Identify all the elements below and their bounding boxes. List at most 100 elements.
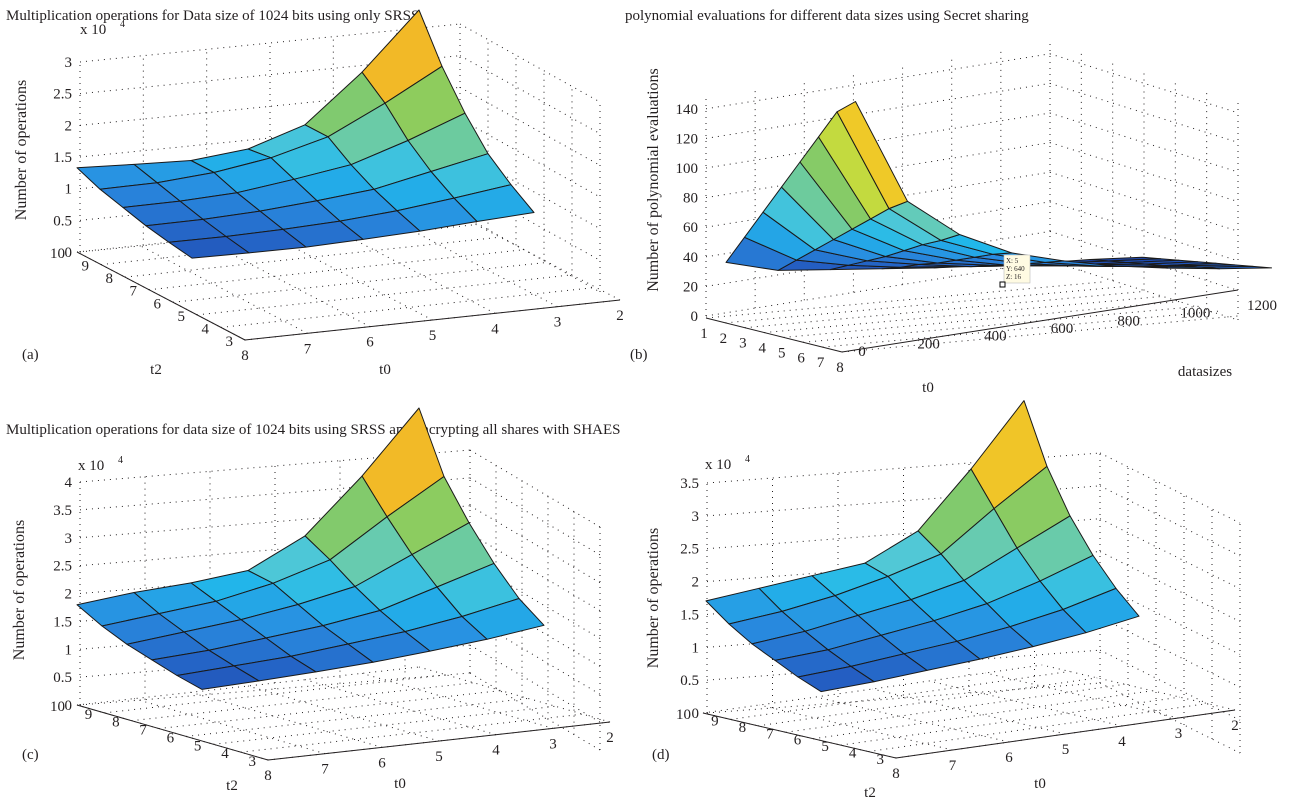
t0-tick-label: 2 <box>616 308 624 324</box>
grid-line <box>840 696 1180 746</box>
z-tick-label: 3.5 <box>53 503 72 519</box>
grid-line <box>785 683 1125 733</box>
t0-axis-line <box>244 299 621 341</box>
grid-line <box>186 697 529 737</box>
t2-tick-label: 10 <box>50 246 65 262</box>
t0-tick-label: 6 <box>797 350 805 366</box>
t2-tick-label: 8 <box>112 715 120 731</box>
y-axis-label: datasizes <box>1178 364 1232 380</box>
grid-line <box>744 291 1141 329</box>
grid-line <box>79 23 461 63</box>
chart-b-surface-patch-6-0 <box>836 101 908 210</box>
grid-line <box>1099 518 1241 590</box>
grid-line <box>1049 201 1239 262</box>
z-axis-label: Number of operations <box>13 80 30 220</box>
t0-tick-label: 4 <box>491 321 499 337</box>
grid-line <box>1099 649 1241 721</box>
grid-line <box>469 644 601 723</box>
y-axis-label: t2 <box>150 362 162 378</box>
grid-line <box>304 679 497 736</box>
datasizes-tick-label: 0 <box>858 344 866 360</box>
datasizes-tick-label: 200 <box>917 336 940 352</box>
chart-a-title: Multiplication operations for Data size … <box>6 8 420 24</box>
grid-line <box>1099 485 1241 557</box>
t2-tick-label: 6 <box>794 733 802 749</box>
t0-tick-label: 2 <box>1231 718 1239 734</box>
datatip-marker <box>999 281 1006 288</box>
z-tick-label: 1.5 <box>53 614 72 630</box>
datasizes-axis-line <box>841 289 1239 353</box>
t0-tick-label: 4 <box>759 341 767 357</box>
datasizes-tick-label: 600 <box>1051 321 1074 337</box>
t0-tick-label: 7 <box>304 341 312 357</box>
z-tick-label: 0.5 <box>53 213 72 229</box>
chart-a-surface-patch-4-0 <box>168 236 250 259</box>
panel-label-a: (a) <box>22 347 39 363</box>
z-tick-label: 1 <box>65 182 73 198</box>
grid-line <box>361 672 554 729</box>
x-axis-label: t0 <box>379 362 391 378</box>
grid-line <box>1099 452 1241 524</box>
datatip-box <box>1003 254 1031 284</box>
t2-tick-label: 6 <box>167 730 175 746</box>
grid-line <box>469 477 601 556</box>
z-tick-label: 120 <box>676 131 699 147</box>
grid-line <box>133 698 326 755</box>
z-tick-label: 1.5 <box>680 607 699 623</box>
t2-tick-label: 10 <box>50 699 65 715</box>
datatip-y: Y: 640 <box>1006 265 1025 273</box>
t2-tick-label: 5 <box>194 738 202 754</box>
grid-line <box>1099 682 1241 754</box>
t2-tick-label: 4 <box>202 321 210 337</box>
grid-line <box>190 691 383 748</box>
z-scale-label: x 10 <box>78 458 104 474</box>
t2-axis-line <box>76 704 269 761</box>
grid-line <box>705 260 1051 317</box>
grid-line <box>469 449 601 528</box>
t0-tick-label: 2 <box>720 331 728 347</box>
t2-tick-label: 3 <box>877 752 885 768</box>
z-tick-label: 2 <box>65 118 73 134</box>
t2-tick-label: 6 <box>154 296 162 312</box>
t0-tick-label: 3 <box>739 336 747 352</box>
t0-tick-label: 5 <box>435 749 443 765</box>
chart-c-surface-patch-4-0 <box>176 665 260 690</box>
grid-line <box>705 82 1051 139</box>
z-tick-label: 100 <box>676 161 699 177</box>
grid-line <box>1049 142 1239 203</box>
grid-line <box>1049 171 1239 232</box>
chart-c-title: Multiplication operations for data size … <box>6 422 621 438</box>
t0-tick-label: 3 <box>554 315 562 331</box>
t0-tick-label: 1 <box>700 326 708 342</box>
t0-tick-label: 5 <box>1062 742 1070 758</box>
grid-line <box>459 23 601 103</box>
grid-line <box>213 705 556 745</box>
grid-line <box>451 211 621 301</box>
z-scale-exponent: 4 <box>745 454 750 465</box>
t2-tick-label: 3 <box>226 334 234 350</box>
x-axis-label: t0 <box>922 380 934 396</box>
t0-axis-line <box>267 721 611 761</box>
grid-line <box>783 300 1180 338</box>
t0-tick-label: 7 <box>321 762 329 778</box>
t2-tick-label: 10 <box>676 707 691 723</box>
z-axis-label: Number of operations <box>645 528 662 668</box>
t2-tick-label: 5 <box>178 309 186 325</box>
grid-line <box>758 677 1098 727</box>
z-tick-label: 2 <box>692 575 700 591</box>
z-tick-label: 3 <box>692 509 700 525</box>
t2-tick-label: 5 <box>821 739 829 755</box>
x-axis-label: t0 <box>394 776 406 792</box>
t0-tick-label: 6 <box>378 755 386 771</box>
grid-line <box>868 703 1208 753</box>
datatip-x: X: 5 <box>1006 257 1019 265</box>
grid-line <box>459 213 601 293</box>
z-scale-label: x 10 <box>80 22 106 38</box>
y-axis-label: t2 <box>864 785 876 801</box>
grid-line <box>759 704 953 751</box>
datasizes-tick-label: 400 <box>984 329 1007 345</box>
t0-tick-label: 6 <box>366 335 374 351</box>
z-axis-label: Number of operations <box>11 520 28 660</box>
